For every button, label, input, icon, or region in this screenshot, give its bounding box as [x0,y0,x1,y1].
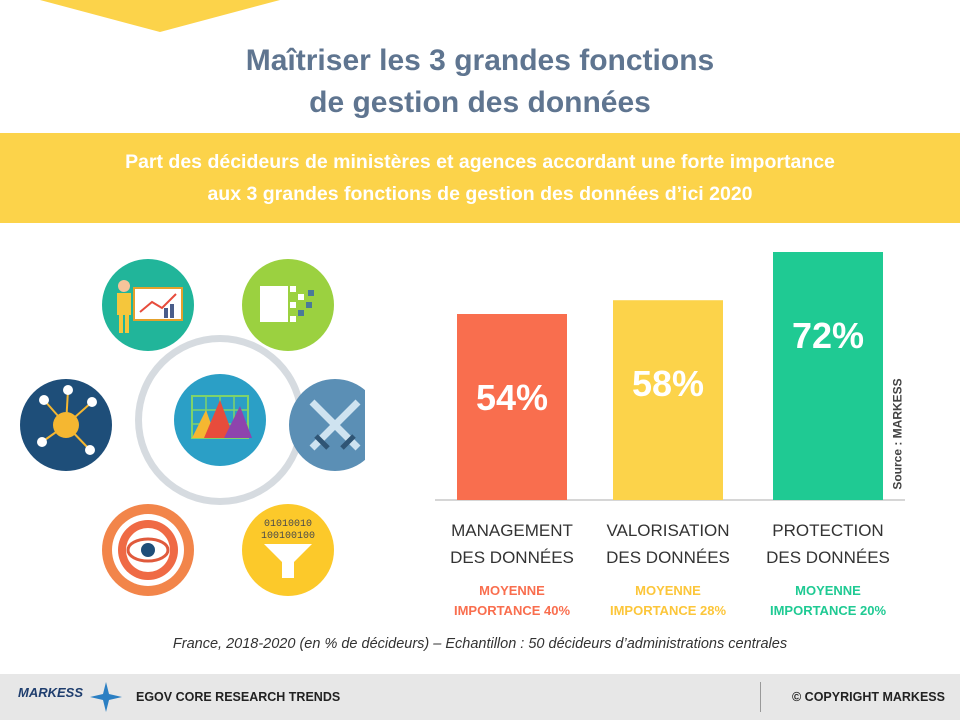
subtitle-line-1: Part des décideurs de ministères et agen… [125,151,835,173]
data-funnel-icon: 01010010 100100100 [242,504,334,596]
data-label-2: 58% [632,363,704,404]
svg-text:100100100: 100100100 [261,531,315,542]
category-label-1-line-1: MANAGEMENT [451,521,573,540]
footer-trends: EGOV CORE RESEARCH TRENDS [136,690,341,704]
bar-1 [457,314,567,500]
average-label-1-line-2: IMPORTANCE 40% [454,603,570,618]
subtitle-banner: Part des décideurs de ministères et agen… [0,133,960,223]
source-label: Source : MARKESS [887,372,909,496]
footnote: France, 2018-2020 (en % de décideurs) – … [172,636,788,652]
subtitle-line-2: aux 3 grandes fonctions de gestion des d… [207,183,753,205]
swords-icon [289,379,365,471]
category-label-2-line-1: VALORISATION [606,521,729,540]
data-transform-icon [242,259,334,351]
footer-divider [760,682,761,712]
data-functions-illustration: 01010010 100100100 [20,259,365,596]
data-label-3: 72% [792,315,864,356]
top-yellow-tab [40,0,280,32]
network-icon [20,379,112,471]
bar-2 [613,300,723,500]
average-label-1-line-1: MOYENNE [479,583,545,598]
source-text: Source : MARKESS [891,378,906,490]
svg-text:01010010: 01010010 [264,519,312,530]
chart-grid-icon [174,374,266,466]
category-label-3-line-1: PROTECTION [772,521,883,540]
category-label-3-line-2: DES DONNÉES [766,548,890,567]
presentation-icon [102,259,194,351]
average-label-3-line-2: IMPORTANCE 20% [770,603,886,618]
category-label-1-line-2: DES DONNÉES [450,548,574,567]
star-logo-icon [90,682,122,712]
category-label-2-line-2: DES DONNÉES [606,548,730,567]
eye-target-icon [102,504,194,596]
average-label-3-line-1: MOYENNE [795,583,861,598]
average-label-2-line-1: MOYENNE [635,583,701,598]
importance-bar-chart: 54% MANAGEMENT DES DONNÉES MOYENNE IMPORTANC… [435,252,905,618]
footer-bar: MARKESS EGOV CORE RESEARCH TRENDS © COPY… [0,674,960,720]
footer-copyright: © COPYRIGHT MARKESS [792,690,945,704]
data-label-1: 54% [476,377,548,418]
page-title: Maîtriser les 3 grandes fonctions de ges… [0,40,960,124]
title-line-1: Maîtriser les 3 grandes fonctions [245,44,715,77]
bar-3 [773,252,883,500]
title-line-2: de gestion des données [309,86,651,119]
average-label-2-line-2: IMPORTANCE 28% [610,603,726,618]
markess-logo: MARKESS [18,685,84,700]
